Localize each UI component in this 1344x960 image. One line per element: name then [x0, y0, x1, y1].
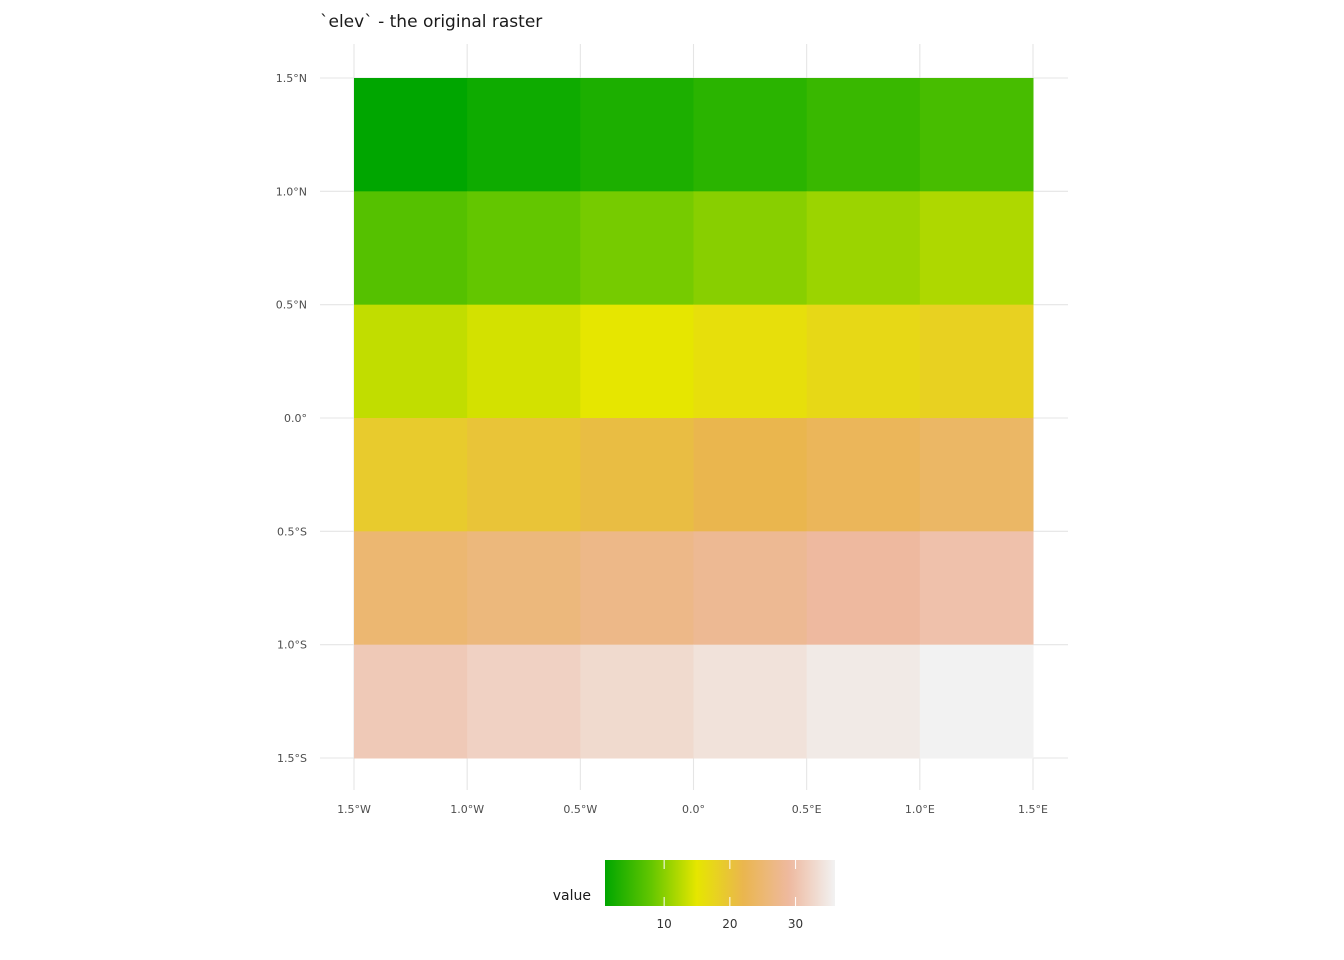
color-legend: value 10 20 30 [553, 860, 835, 931]
raster-cell-r5-c1 [467, 644, 581, 759]
chart-title: `elev` - the original raster [320, 12, 542, 32]
legend-ticks: 10 20 30 [657, 860, 803, 931]
raster-cell-r3-c1 [467, 418, 581, 532]
raster-cell-r3-c3 [693, 418, 808, 532]
raster-cell-r5-c2 [580, 644, 694, 759]
raster-cell-r1-c3 [693, 191, 808, 306]
raster-cell-r2-c5 [919, 304, 1034, 419]
raster-cell-r5-c3 [693, 644, 808, 759]
raster-cell-r1-c0 [354, 191, 468, 306]
raster-cells [354, 78, 1034, 759]
y-axis-ticks: 1.5°N 1.0°N 0.5°N 0.0° 0.5°S 1.0°S 1.5°S [276, 72, 307, 765]
raster-cell-r3-c0 [354, 418, 468, 532]
raster-cell-r0-c4 [806, 78, 921, 192]
legend-tick-label-2: 30 [788, 917, 803, 931]
raster-cell-r4-c5 [919, 531, 1034, 646]
raster-cell-r2-c4 [806, 304, 921, 419]
y-tick-label-0: 1.5°N [276, 72, 307, 85]
y-tick-label-5: 1.0°S [277, 639, 307, 652]
raster-cell-r1-c2 [580, 191, 694, 306]
y-tick-label-3: 0.0° [284, 412, 307, 425]
raster-cell-r0-c3 [693, 78, 808, 192]
raster-cell-r3-c4 [806, 418, 921, 532]
raster-cell-r0-c5 [919, 78, 1034, 192]
x-tick-label-2: 0.5°W [563, 803, 597, 816]
raster-cell-r5-c0 [354, 644, 468, 759]
raster-cell-r4-c0 [354, 531, 468, 646]
legend-tick-label-1: 20 [722, 917, 737, 931]
x-axis-ticks: 1.5°W 1.0°W 0.5°W 0.0° 0.5°E 1.0°E 1.5°E [337, 803, 1048, 816]
raster-cell-r4-c2 [580, 531, 694, 646]
raster-cell-r5-c4 [806, 644, 921, 759]
raster-cell-r1-c5 [919, 191, 1034, 306]
raster-cell-r4-c3 [693, 531, 808, 646]
raster-cell-r1-c1 [467, 191, 581, 306]
x-tick-label-0: 1.5°W [337, 803, 371, 816]
legend-colorbar [605, 860, 835, 906]
raster-cell-r2-c1 [467, 304, 581, 419]
raster-cell-r4-c4 [806, 531, 921, 646]
y-tick-label-1: 1.0°N [276, 185, 307, 198]
raster-cell-r3-c5 [919, 418, 1034, 532]
legend-tick-label-0: 10 [657, 917, 672, 931]
x-tick-label-4: 0.5°E [792, 803, 822, 816]
x-tick-label-1: 1.0°W [450, 803, 484, 816]
raster-cell-r1-c4 [806, 191, 921, 306]
raster-cell-r0-c1 [467, 78, 581, 192]
x-tick-label-5: 1.0°E [905, 803, 935, 816]
raster-cell-r2-c0 [354, 304, 468, 419]
raster-cell-r5-c5 [919, 644, 1034, 759]
raster-cell-r4-c1 [467, 531, 581, 646]
y-tick-label-2: 0.5°N [276, 299, 307, 312]
y-tick-label-6: 1.5°S [277, 752, 307, 765]
y-tick-label-4: 0.5°S [277, 525, 307, 538]
raster-cell-r2-c3 [693, 304, 808, 419]
raster-cell-r3-c2 [580, 418, 694, 532]
legend-title: value [553, 888, 591, 904]
x-tick-label-6: 1.5°E [1018, 803, 1048, 816]
raster-cell-r0-c0 [354, 78, 468, 192]
raster-cell-r0-c2 [580, 78, 694, 192]
raster-cell-r2-c2 [580, 304, 694, 419]
x-tick-label-3: 0.0° [682, 803, 705, 816]
